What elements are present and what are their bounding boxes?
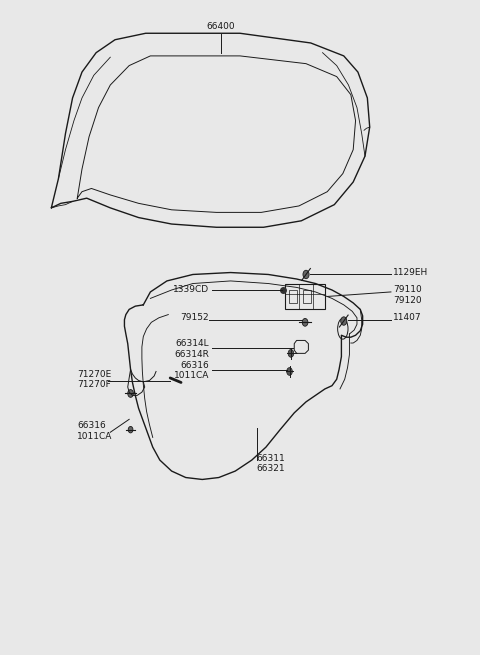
Text: 79110: 79110 [393, 286, 422, 295]
Text: 71270E: 71270E [77, 369, 111, 379]
Text: 1011CA: 1011CA [174, 371, 209, 380]
Text: 66316: 66316 [77, 421, 106, 430]
Text: 1129EH: 1129EH [393, 268, 429, 277]
Text: 11407: 11407 [393, 313, 422, 322]
Text: 1011CA: 1011CA [77, 432, 113, 441]
Text: 79152: 79152 [180, 313, 209, 322]
Text: 1339CD: 1339CD [173, 286, 209, 295]
Text: 66400: 66400 [207, 22, 236, 31]
Text: 71270F: 71270F [77, 380, 111, 389]
Circle shape [341, 317, 347, 326]
Circle shape [288, 350, 294, 357]
Text: 79120: 79120 [393, 296, 422, 305]
Text: 66311: 66311 [256, 454, 285, 462]
Circle shape [302, 318, 308, 326]
Text: 66316: 66316 [180, 360, 209, 369]
Circle shape [128, 426, 133, 433]
Circle shape [287, 367, 292, 375]
Text: 66314R: 66314R [174, 350, 209, 358]
Circle shape [128, 390, 133, 398]
Text: 66321: 66321 [256, 464, 285, 473]
Text: 66314L: 66314L [176, 339, 209, 348]
Circle shape [303, 271, 309, 278]
